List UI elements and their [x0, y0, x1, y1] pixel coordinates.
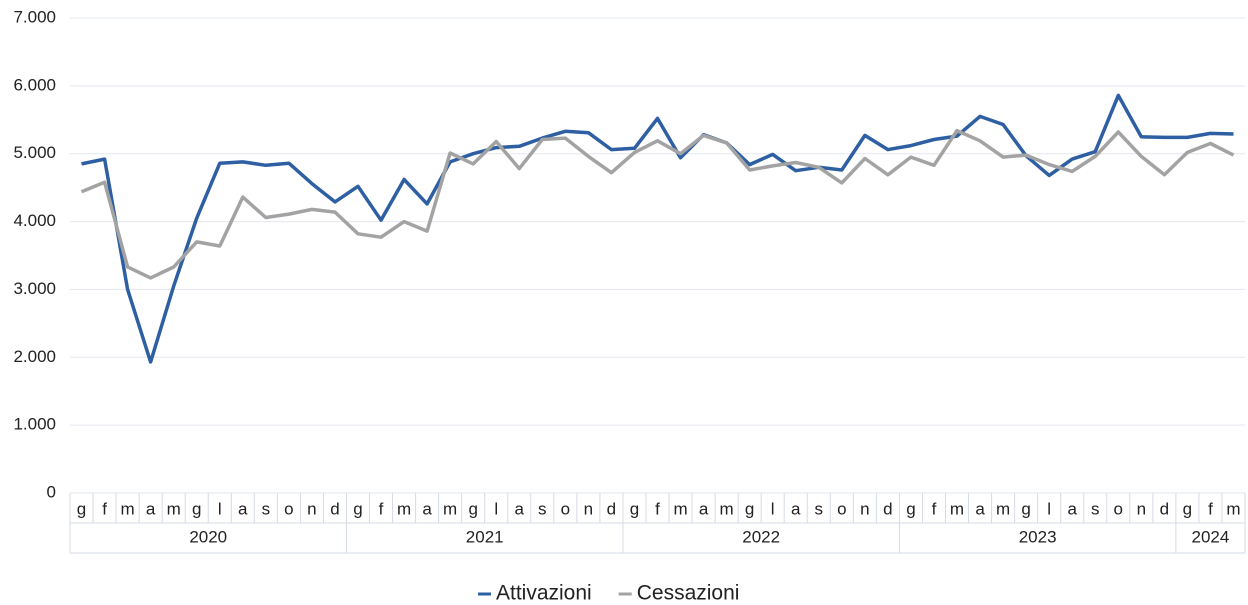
x-tick-label: m: [121, 499, 135, 518]
x-tick-label: m: [950, 499, 964, 518]
x-tick-label: f: [102, 499, 107, 518]
x-tick-label: m: [397, 499, 411, 518]
x-tick-label: m: [1226, 499, 1240, 518]
y-tick-label: 2.000: [13, 347, 56, 366]
x-tick-label: o: [561, 499, 570, 518]
y-tick-label: 0: [47, 482, 56, 501]
x-tick-label: f: [655, 499, 660, 518]
x-group-label: 2024: [1192, 527, 1230, 546]
legend-label: Attivazioni: [496, 582, 592, 605]
x-tick-label: g: [77, 499, 86, 518]
x-tick-label: l: [771, 499, 775, 518]
x-tick-label: d: [607, 499, 616, 518]
x-tick-label: m: [673, 499, 687, 518]
x-tick-label: m: [167, 499, 181, 518]
x-tick-label: o: [1114, 499, 1123, 518]
x-tick-label: n: [307, 499, 316, 518]
x-tick-label: n: [1137, 499, 1146, 518]
x-tick-label: a: [515, 499, 525, 518]
series-line: [80, 128, 1235, 280]
y-tick-label: 3.000: [13, 279, 56, 298]
x-tick-label: g: [630, 499, 639, 518]
x-tick-label: a: [1067, 499, 1077, 518]
x-tick-label: s: [538, 499, 547, 518]
x-tick-label: a: [975, 499, 985, 518]
x-tick-label: g: [745, 499, 754, 518]
y-tick-label: 4.000: [13, 211, 56, 230]
x-tick-label: n: [584, 499, 593, 518]
x-tick-label: g: [353, 499, 362, 518]
x-group-label: 2022: [742, 527, 780, 546]
x-tick-label: a: [699, 499, 709, 518]
x-tick-label: g: [192, 499, 201, 518]
x-tick-label: m: [720, 499, 734, 518]
x-tick-label: f: [932, 499, 937, 518]
x-group-label: 2023: [1019, 527, 1057, 546]
y-tick-label: 7.000: [13, 7, 56, 26]
x-tick-label: s: [1091, 499, 1100, 518]
x-tick-label: f: [379, 499, 384, 518]
x-tick-label: a: [238, 499, 248, 518]
y-tick-label: 6.000: [13, 75, 56, 94]
x-tick-label: m: [996, 499, 1010, 518]
x-tick-label: l: [494, 499, 498, 518]
x-tick-label: g: [906, 499, 915, 518]
x-tick-label: a: [791, 499, 801, 518]
y-tick-label: 5.000: [13, 143, 56, 162]
x-tick-label: d: [1160, 499, 1169, 518]
x-tick-label: m: [443, 499, 457, 518]
x-tick-label: o: [284, 499, 293, 518]
x-group-label: 2021: [466, 527, 504, 546]
x-tick-label: n: [860, 499, 869, 518]
x-tick-label: l: [1047, 499, 1051, 518]
x-tick-label: s: [262, 499, 271, 518]
x-tick-label: d: [883, 499, 892, 518]
series-line: [81, 93, 1234, 364]
x-tick-label: g: [1021, 499, 1030, 518]
x-tick-label: a: [422, 499, 432, 518]
x-tick-label: d: [330, 499, 339, 518]
x-tick-label: g: [1183, 499, 1192, 518]
legend-label: Cessazioni: [637, 582, 740, 605]
y-tick-label: 1.000: [13, 415, 56, 434]
x-tick-label: s: [815, 499, 824, 518]
x-tick-label: a: [146, 499, 156, 518]
x-tick-label: f: [1208, 499, 1213, 518]
x-group-label: 2020: [189, 527, 227, 546]
x-tick-label: l: [218, 499, 222, 518]
x-tick-label: g: [468, 499, 477, 518]
x-tick-label: o: [837, 499, 846, 518]
